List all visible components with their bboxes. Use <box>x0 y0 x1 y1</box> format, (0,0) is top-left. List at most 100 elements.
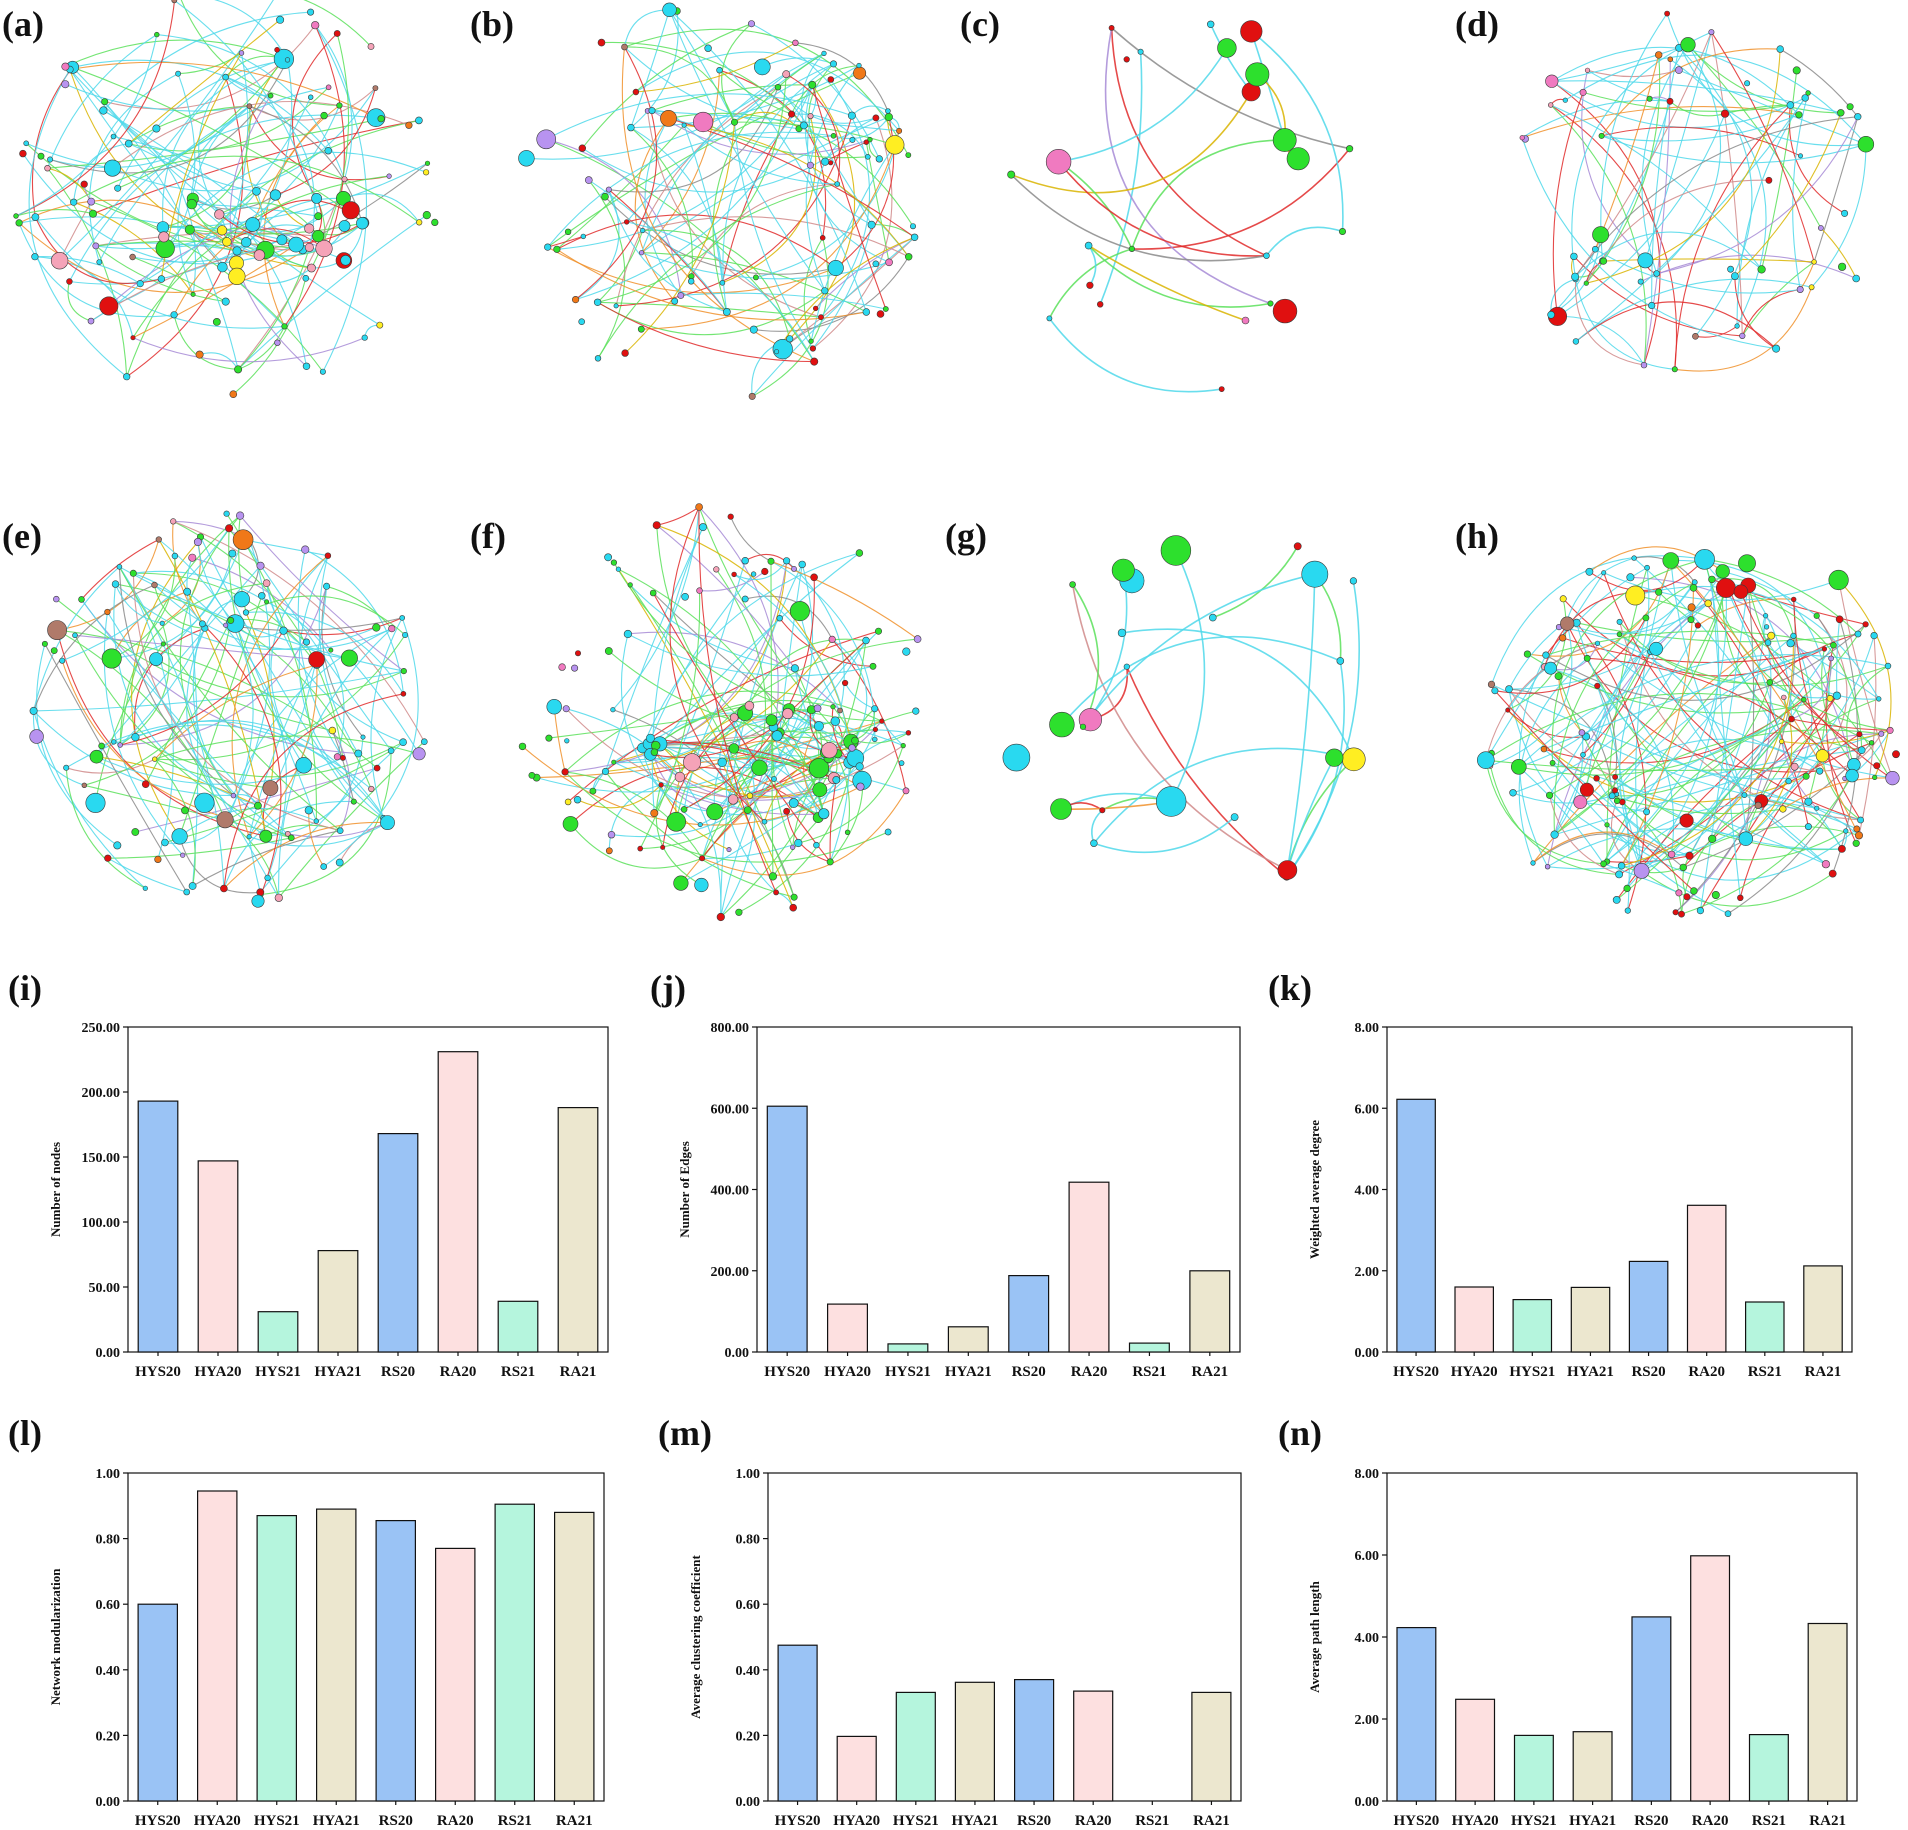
network-edge <box>721 23 752 123</box>
network-node <box>1612 774 1618 780</box>
network-edge <box>131 541 199 837</box>
bar-panel-l: (l) 0.00 0.20 0.40 0.60 0.80 1.00 Network modu… <box>8 1413 605 1829</box>
network-edge <box>588 179 728 313</box>
network-node <box>695 503 703 511</box>
network-node <box>361 334 368 341</box>
bar-rs20 <box>1631 1616 1672 1802</box>
plot-frame <box>756 1026 1241 1353</box>
network-node <box>789 903 798 912</box>
network-node <box>728 743 740 754</box>
network-edge <box>604 526 704 772</box>
x-tick-label: HYA21 <box>1569 1813 1616 1829</box>
network-edge <box>1521 137 1777 350</box>
network-edge <box>698 506 853 749</box>
network-edge <box>199 352 239 370</box>
network-edge <box>1562 598 1825 677</box>
network-node <box>340 254 351 266</box>
network-node <box>844 829 851 835</box>
network-node <box>1675 889 1683 897</box>
y-tick-label: 200.00 <box>711 1265 750 1280</box>
network-node <box>1090 839 1098 847</box>
network-edge <box>120 630 284 746</box>
network-node <box>1209 613 1217 622</box>
network-node <box>1716 578 1736 598</box>
bar-rs20 <box>375 1519 417 1802</box>
network-edge <box>851 105 889 116</box>
network-edge <box>779 732 825 814</box>
network-edge <box>98 86 329 263</box>
network-node <box>730 118 738 126</box>
network-node <box>856 782 865 791</box>
network-edge <box>15 34 158 217</box>
network-node <box>1592 226 1610 244</box>
network-node <box>698 523 707 532</box>
network-node <box>645 733 655 743</box>
network-node <box>194 792 215 813</box>
plot-frame <box>127 1026 609 1353</box>
network-edge <box>1671 644 1834 855</box>
network-node <box>229 390 238 399</box>
network-edge <box>57 629 378 769</box>
network-edge <box>1286 757 1336 871</box>
network-edge <box>545 93 853 140</box>
x-tick-label: HYS20 <box>764 1364 810 1380</box>
network-edge <box>807 116 890 263</box>
panel-label-e: (e) <box>2 516 42 556</box>
network-node <box>1111 558 1135 582</box>
network-edge <box>1740 591 1890 778</box>
network-node <box>750 571 757 577</box>
network-node <box>320 111 328 120</box>
network-node <box>424 160 431 166</box>
network-edge <box>321 586 364 738</box>
network-node <box>350 798 357 805</box>
y-tick-label: 100.00 <box>82 1216 121 1231</box>
network-node <box>53 595 60 603</box>
network-edge <box>1633 557 1796 767</box>
network-edge <box>72 59 329 152</box>
network-node <box>898 760 905 766</box>
bar-hya20 <box>1454 1286 1495 1353</box>
network-edge <box>1635 560 1672 871</box>
network-node <box>1570 252 1578 261</box>
bar-ra21 <box>1803 1265 1843 1353</box>
network-node <box>1123 56 1130 63</box>
network-node <box>671 297 679 305</box>
network-edge <box>641 552 860 749</box>
network-node <box>387 747 395 755</box>
network-edge <box>1791 718 1891 731</box>
network-edge <box>1681 775 1853 915</box>
network-edge <box>1575 278 1812 342</box>
bar-chart-path-length: 0.00 2.00 4.00 6.00 8.00 Average path length H… <box>1307 1467 1858 1829</box>
network-node <box>416 219 423 226</box>
y-axis-title: Network modularization <box>48 1568 63 1706</box>
network-node <box>19 149 27 158</box>
network-edge <box>1551 80 1841 114</box>
network-nodes <box>13 0 439 399</box>
network-graph-a <box>13 0 439 399</box>
network-node <box>872 736 878 743</box>
network-edge <box>630 10 679 129</box>
network-node <box>782 708 794 720</box>
network-node <box>251 894 265 908</box>
network-node <box>1872 774 1878 781</box>
network-node <box>246 103 253 109</box>
network-edge <box>202 623 282 895</box>
network-node <box>855 762 864 771</box>
network-node <box>13 213 19 219</box>
network-node <box>99 296 119 316</box>
network-node <box>276 15 285 24</box>
network-edge <box>236 267 312 285</box>
x-tick-label: HYA20 <box>1452 1813 1499 1829</box>
network-edge <box>1265 226 1343 257</box>
panel-label-j: (j) <box>650 968 686 1008</box>
network-node <box>774 349 780 355</box>
network-node <box>1852 274 1860 283</box>
network-edge <box>15 0 176 217</box>
network-node <box>518 150 535 167</box>
network-node <box>904 253 913 261</box>
network-node <box>1687 616 1695 624</box>
bar-hys20 <box>1396 1098 1436 1353</box>
network-edge <box>153 584 205 629</box>
network-edge <box>699 571 766 592</box>
network-node <box>1477 751 1495 770</box>
